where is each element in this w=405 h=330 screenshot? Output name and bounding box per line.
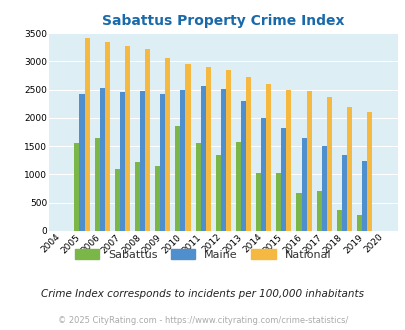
Bar (266, 84, 271, 231)
Bar (321, 146, 326, 231)
Bar (74, 143, 79, 231)
Bar (256, 173, 260, 231)
Title: Sabattus Property Crime Index: Sabattus Property Crime Index (102, 14, 344, 28)
Bar (79, 93, 84, 231)
Bar (356, 215, 361, 231)
Bar (275, 173, 281, 231)
Bar (225, 70, 230, 231)
Bar (94, 138, 100, 231)
Bar (235, 142, 240, 231)
Bar (306, 91, 311, 231)
Bar (165, 58, 170, 231)
Bar (140, 91, 145, 231)
Bar (119, 92, 125, 231)
Bar (155, 166, 160, 231)
Bar (145, 49, 150, 231)
Bar (185, 64, 190, 231)
Bar (296, 193, 301, 231)
Bar (215, 155, 220, 231)
Bar (220, 89, 225, 231)
Bar (175, 126, 180, 231)
Bar (84, 38, 90, 231)
Bar (366, 112, 371, 231)
Bar (336, 210, 341, 231)
Bar (135, 162, 140, 231)
Bar (180, 90, 185, 231)
Bar (341, 155, 346, 231)
Bar (281, 128, 286, 231)
Legend: Sabattus, Maine, National: Sabattus, Maine, National (75, 249, 330, 260)
Bar (160, 93, 165, 231)
Bar (205, 67, 210, 231)
Bar (301, 138, 306, 231)
Bar (115, 169, 119, 231)
Bar (104, 42, 109, 231)
Bar (286, 89, 291, 231)
Bar (195, 143, 200, 231)
Bar (316, 191, 321, 231)
Bar (326, 97, 331, 231)
Bar (245, 77, 250, 231)
Bar (260, 118, 266, 231)
Text: © 2025 CityRating.com - https://www.cityrating.com/crime-statistics/: © 2025 CityRating.com - https://www.city… (58, 316, 347, 325)
Bar (125, 46, 130, 231)
Bar (361, 161, 366, 231)
Bar (346, 107, 351, 231)
Text: Crime Index corresponds to incidents per 100,000 inhabitants: Crime Index corresponds to incidents per… (41, 289, 364, 299)
Bar (200, 86, 205, 231)
Bar (240, 101, 245, 231)
Bar (100, 88, 104, 231)
